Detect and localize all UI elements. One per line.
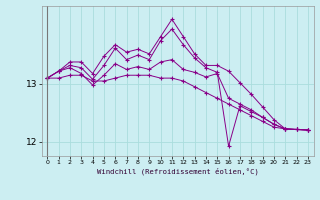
X-axis label: Windchill (Refroidissement éolien,°C): Windchill (Refroidissement éolien,°C)	[97, 168, 259, 175]
